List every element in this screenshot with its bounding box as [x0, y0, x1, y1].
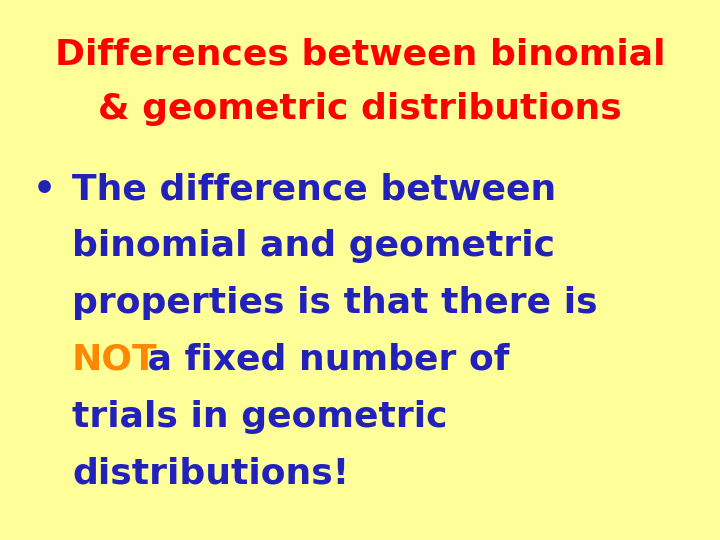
Text: distributions!: distributions! [72, 456, 349, 490]
Text: binomial and geometric: binomial and geometric [72, 230, 555, 264]
Text: & geometric distributions: & geometric distributions [98, 92, 622, 126]
Text: NOT: NOT [72, 343, 158, 377]
Text: •: • [32, 173, 55, 207]
Text: properties is that there is: properties is that there is [72, 286, 598, 320]
Text: Differences between binomial: Differences between binomial [55, 38, 665, 72]
Text: a fixed number of: a fixed number of [135, 343, 510, 377]
Text: The difference between: The difference between [72, 173, 557, 207]
Text: trials in geometric: trials in geometric [72, 400, 448, 434]
